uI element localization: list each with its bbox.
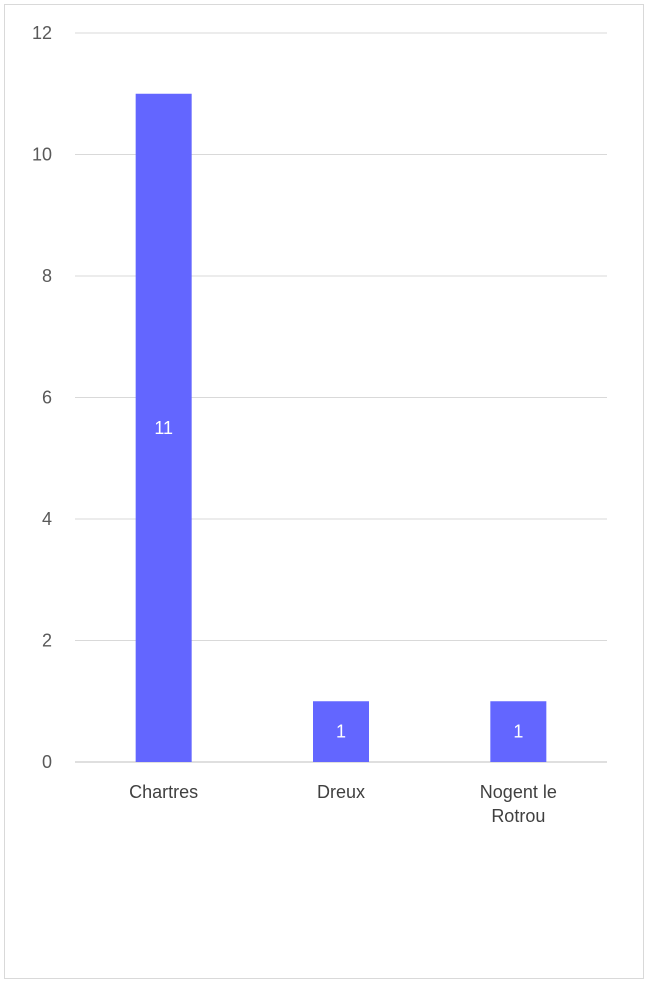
- bar-data-label: 1: [513, 722, 523, 742]
- chart-frame: [4, 4, 644, 979]
- x-category-label: Rotrou: [491, 806, 545, 826]
- x-axis-categories: Chartres Dreux Nogent le Rotrou: [129, 782, 557, 826]
- bar-data-label: 11: [154, 418, 173, 438]
- y-tick-label: 6: [42, 388, 52, 408]
- bar: [490, 701, 547, 762]
- data-labels: 111 1: [154, 418, 523, 742]
- x-category-label: Chartres: [129, 782, 198, 802]
- bar: [313, 701, 369, 762]
- y-axis-ticks: 0 2 4 6 8 10 12: [32, 23, 52, 772]
- bars: [135, 93, 547, 762]
- y-tick-label: 0: [42, 752, 52, 772]
- x-category-label: Nogent le: [480, 782, 557, 802]
- y-tick-label: 8: [42, 266, 52, 286]
- bar-data-label: 1: [336, 722, 346, 742]
- y-tick-label: 2: [42, 631, 52, 651]
- y-tick-label: 10: [32, 145, 52, 165]
- x-category-label: Dreux: [317, 782, 365, 802]
- y-tick-label: 12: [32, 23, 52, 43]
- y-tick-label: 4: [42, 509, 52, 529]
- bar: [135, 93, 192, 762]
